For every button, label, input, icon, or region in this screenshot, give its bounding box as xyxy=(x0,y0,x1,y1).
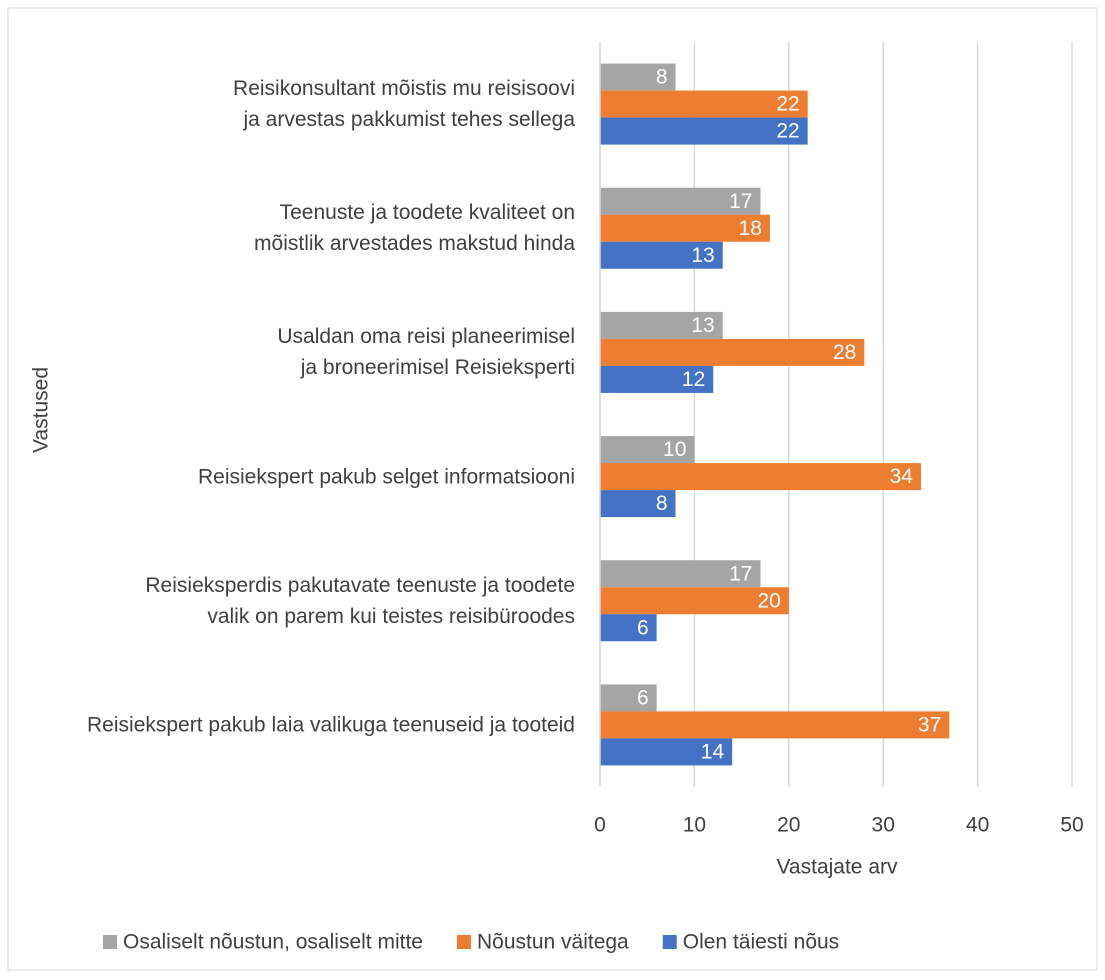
x-tick-label: 40 xyxy=(966,814,989,837)
data-label: 8 xyxy=(656,492,668,515)
bar xyxy=(600,587,789,615)
data-label: 17 xyxy=(729,562,752,585)
category-label: Reisiekspert pakub laia valikuga teenuse… xyxy=(87,713,575,737)
bar xyxy=(600,187,761,215)
bar xyxy=(600,490,676,518)
bar xyxy=(600,338,865,366)
x-tick-label: 50 xyxy=(1060,814,1083,837)
bar xyxy=(600,684,657,712)
data-label: 8 xyxy=(656,66,668,89)
x-tick-label: 0 xyxy=(594,814,606,837)
category-label: Reisieksperdis pakutavate teenuste ja to… xyxy=(145,573,575,628)
bar xyxy=(600,463,921,491)
data-label: 13 xyxy=(691,244,714,267)
category-label: Reisikonsultant mõistis mu reisisoovi ja… xyxy=(233,77,575,132)
data-label: 6 xyxy=(637,616,649,639)
data-label: 37 xyxy=(918,713,941,736)
data-label: 18 xyxy=(739,217,762,240)
data-label: 22 xyxy=(776,93,799,116)
bar xyxy=(600,365,714,393)
bar xyxy=(600,90,808,118)
data-label: 20 xyxy=(757,589,780,612)
data-label: 13 xyxy=(691,314,714,337)
y-axis-title: Vastused xyxy=(30,367,53,453)
bar xyxy=(600,214,770,242)
legend-swatch xyxy=(456,935,471,949)
bar xyxy=(600,436,695,464)
x-tick-label: 20 xyxy=(777,814,800,837)
data-label: 14 xyxy=(701,740,725,763)
x-tick-label: 10 xyxy=(683,814,706,837)
x-tick-label: 30 xyxy=(872,814,895,837)
bar xyxy=(600,63,676,91)
bar xyxy=(600,738,733,766)
legend-label: Olen täiesti nõus xyxy=(683,931,839,954)
legend-label: Osaliselt nõustun, osaliselt mitte xyxy=(123,931,423,954)
legend-label: Nõustun väitega xyxy=(477,931,629,954)
legend-swatch xyxy=(662,935,677,949)
data-label: 28 xyxy=(833,341,856,364)
bar xyxy=(600,711,950,739)
bar xyxy=(600,311,723,339)
data-label: 34 xyxy=(890,465,914,488)
data-label: 6 xyxy=(637,686,649,709)
category-label: Reisiekspert pakub selget informatsiooni xyxy=(197,465,575,489)
data-label: 10 xyxy=(663,438,686,461)
data-label: 17 xyxy=(729,190,752,213)
bar xyxy=(600,560,761,588)
category-label: Teenuste ja toodete kvaliteet on mõistli… xyxy=(254,201,575,256)
bar xyxy=(600,614,657,642)
data-label: 22 xyxy=(776,120,799,143)
category-label: Usaldan oma reisi planeerimisel ja brone… xyxy=(277,325,575,380)
data-label: 12 xyxy=(682,368,705,391)
bar xyxy=(600,117,808,145)
bar xyxy=(600,241,723,269)
legend-swatch xyxy=(103,935,117,949)
x-axis-title: Vastajate arv xyxy=(776,856,898,879)
